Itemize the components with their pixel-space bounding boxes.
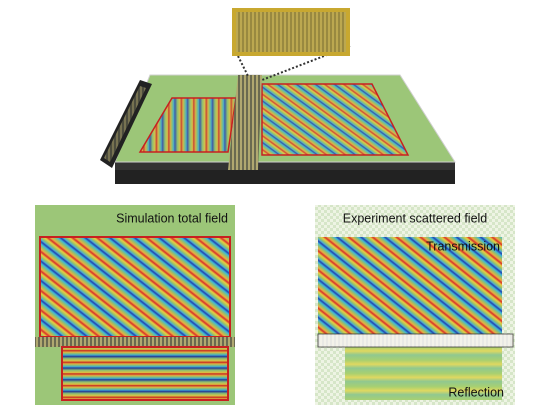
shape — [318, 237, 502, 335]
shape — [40, 237, 230, 337]
setup-3d — [100, 8, 456, 184]
shape — [138, 97, 237, 153]
panel-title: Experiment scattered field — [343, 211, 488, 225]
shape — [115, 162, 455, 170]
shape — [237, 55, 249, 77]
shape — [345, 347, 502, 400]
simulation-panel: Simulation total field — [35, 205, 235, 405]
shape — [262, 84, 408, 155]
shape — [115, 170, 455, 184]
shape — [228, 75, 262, 170]
shape — [104, 86, 146, 162]
region-label: Transmission — [426, 239, 500, 253]
region-label: Reflection — [448, 385, 504, 399]
panel-title: Simulation total field — [116, 211, 228, 225]
shape — [61, 346, 229, 401]
shape — [62, 347, 228, 400]
shape — [35, 337, 235, 347]
shape — [261, 83, 410, 156]
shape — [236, 12, 346, 52]
shape — [318, 334, 513, 347]
experiment-panel: Experiment scattered field Transmission … — [315, 205, 515, 405]
